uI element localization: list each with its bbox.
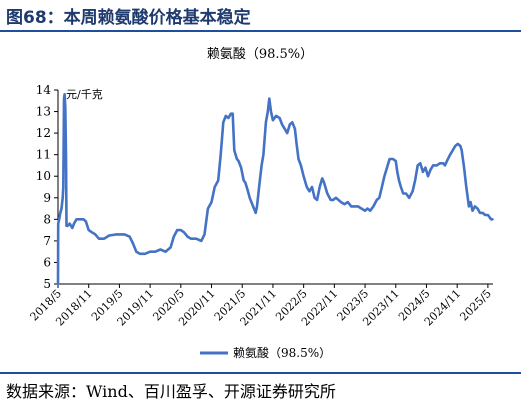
chart-title: 赖氨酸（98.5%） <box>207 47 313 62</box>
lysine-price-chart: 赖氨酸（98.5%） 5678910111213142018/52018/112… <box>28 47 494 360</box>
series-group <box>56 93 494 286</box>
y-tick-label: 8 <box>43 212 51 226</box>
source-rule <box>0 372 521 374</box>
y-tick-label: 13 <box>36 105 51 119</box>
x-tick-label: 2025/5 <box>457 287 494 324</box>
axes: 5678910111213142018/52018/112019/52019/1… <box>28 83 494 328</box>
y-tick-label: 6 <box>43 255 51 269</box>
y-tick-label: 9 <box>43 191 51 205</box>
figure-title: 图68：本周赖氨酸价格基本稳定 <box>6 8 251 28</box>
series-line <box>56 93 494 286</box>
legend: 赖氨酸（98.5%） <box>200 345 331 360</box>
y-tick-label: 10 <box>36 169 51 183</box>
legend-label: 赖氨酸（98.5%） <box>233 345 331 360</box>
y-tick-label: 14 <box>36 83 52 97</box>
y-tick-label: 12 <box>36 126 51 140</box>
y-tick-label: 5 <box>43 277 51 291</box>
title-rule <box>0 30 521 32</box>
y-tick-label: 11 <box>36 148 51 162</box>
y-tick-label: 7 <box>43 234 51 248</box>
source-note: 数据来源：Wind、百川盈孚、开源证券研究所 <box>6 382 336 401</box>
y-axis-unit-label: 元/千克 <box>66 88 103 101</box>
